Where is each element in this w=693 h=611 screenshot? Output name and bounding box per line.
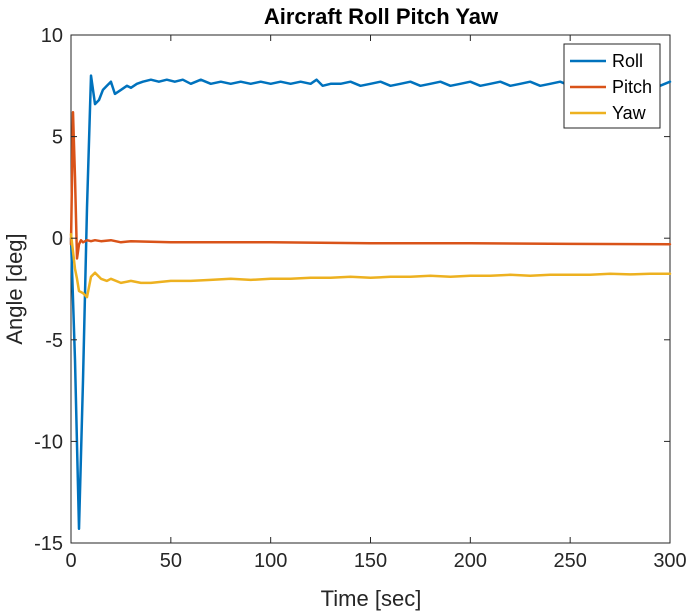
x-tick-label: 100 xyxy=(254,550,287,572)
x-tick-label: 150 xyxy=(354,550,387,572)
y-tick-label: 5 xyxy=(52,127,63,149)
x-tick-label: 300 xyxy=(653,550,686,572)
legend-label-roll: Roll xyxy=(612,51,643,71)
legend: Roll Pitch Yaw xyxy=(563,43,661,129)
x-tick-label: 50 xyxy=(160,550,182,572)
series-line-yaw xyxy=(69,232,672,299)
y-tick-label: 10 xyxy=(41,25,63,47)
x-tick-label: 200 xyxy=(454,550,487,572)
legend-label-pitch: Pitch xyxy=(612,77,652,97)
axes-layer: 0 50 100 150 200 250 300 -15 -10 -5 0 5 10 xyxy=(34,25,687,572)
x-tick-label: 250 xyxy=(553,550,586,572)
legend-label-yaw: Yaw xyxy=(612,103,647,123)
series-line-roll xyxy=(69,74,672,531)
chart-title: Aircraft Roll Pitch Yaw xyxy=(264,4,499,29)
y-tick-label: 0 xyxy=(52,228,63,250)
y-tick-label: -15 xyxy=(34,533,63,555)
x-tick-label: 0 xyxy=(65,550,76,572)
series-layer xyxy=(69,74,672,531)
x-axis-label: Time [sec] xyxy=(321,586,422,611)
y-axis-label: Angle [deg] xyxy=(2,233,27,344)
y-tick-label: -5 xyxy=(45,330,63,352)
y-tick-label: -10 xyxy=(34,431,63,453)
series-line-pitch xyxy=(69,110,672,260)
